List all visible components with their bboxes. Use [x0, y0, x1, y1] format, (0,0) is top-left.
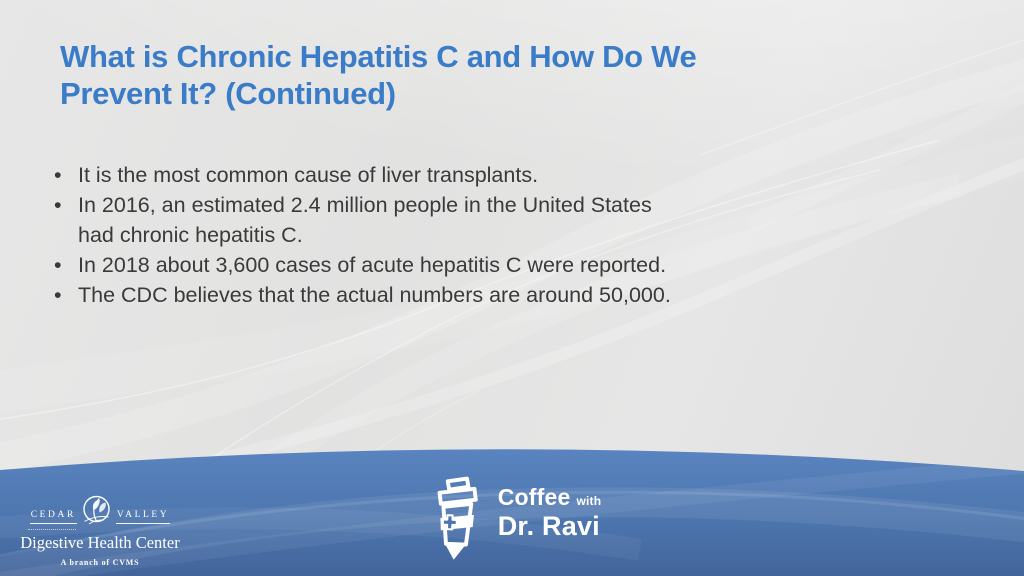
- coffee-logo-text: Coffee with Dr. Ravi: [498, 486, 602, 540]
- bullet-list: • It is the most common cause of liver t…: [54, 160, 671, 310]
- title-line-2: Prevent It? (Continued): [60, 76, 396, 111]
- dr-ravi-name: Dr. Ravi: [497, 511, 600, 541]
- bullet-item-4: • The CDC believes that the actual numbe…: [54, 280, 671, 310]
- coffee-with-dr-ravi-logo: Coffee with Dr. Ravi: [0, 473, 1024, 565]
- with-word: with: [576, 494, 602, 508]
- bullet-text: It is the most common cause of liver tra…: [78, 163, 539, 187]
- cedar-microtext-line: [28, 529, 76, 530]
- digestive-health-center-name: Digestive Health Center: [20, 533, 180, 552]
- bullet-item-2: • In 2016, an estimated 2.4 million peop…: [54, 190, 671, 250]
- cedar-valley-logo: CEDAR VALLEY Digestive Health Center A b…: [14, 493, 186, 567]
- bullet-text: In 2018 about 3,600 cases of acute hepat…: [78, 253, 667, 277]
- branch-tagline: A branch of CVMS: [60, 558, 140, 567]
- bullet-text: The CDC believes that the actual numbers…: [78, 283, 671, 307]
- coffee-word: Coffee: [497, 484, 571, 510]
- bullet-item-3: • In 2018 about 3,600 cases of acute hep…: [54, 250, 671, 280]
- bullet-marker: •: [54, 163, 62, 187]
- bullet-marker: •: [54, 283, 62, 307]
- valley-word: VALLEY: [115, 510, 171, 524]
- bullet-text: In 2016, an estimated 2.4 million people…: [78, 193, 652, 217]
- coffee-cup-icon: [437, 476, 478, 560]
- bullet-text-continued: had chronic hepatitis C.: [78, 223, 303, 247]
- bullet-item-1: • It is the most common cause of liver t…: [54, 160, 671, 190]
- bullet-marker: •: [54, 193, 62, 217]
- slide-title: What is Chronic Hepatitis C and How Do W…: [60, 38, 697, 112]
- cedar-word: CEDAR: [29, 510, 77, 524]
- leaf-emblem-icon: [83, 495, 110, 525]
- title-line-1: What is Chronic Hepatitis C and How Do W…: [60, 39, 697, 74]
- bullet-marker: •: [54, 253, 62, 277]
- cedar-valley-wordmark: CEDAR VALLEY: [14, 493, 186, 528]
